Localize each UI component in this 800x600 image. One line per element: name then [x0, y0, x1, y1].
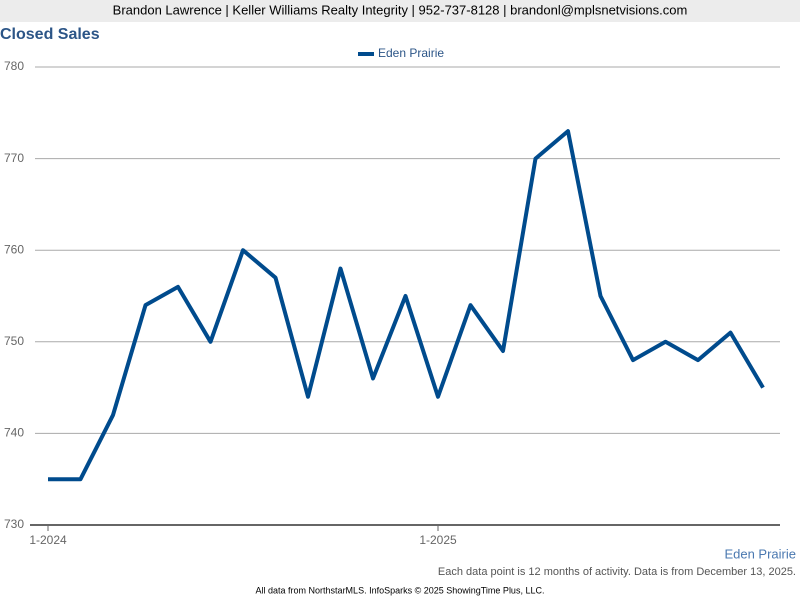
series-annotation: Eden Prairie — [724, 546, 796, 561]
header-text: Brandon Lawrence | Keller Williams Realt… — [113, 2, 688, 17]
chart-title: Closed Sales — [0, 26, 100, 43]
series-line — [48, 129, 765, 482]
y-tick-label: 760 — [4, 242, 24, 256]
x-tick-label: 1-2024 — [29, 533, 67, 547]
y-tick-label: 780 — [4, 59, 24, 73]
legend-label: Eden Prairie — [378, 46, 444, 60]
y-tick-label: 740 — [4, 426, 24, 440]
y-tick-label: 750 — [4, 334, 24, 348]
x-tick-label: 1-2025 — [419, 533, 457, 547]
footer: All data from NorthstarMLS. InfoSparks ©… — [256, 585, 545, 595]
note: Each data point is 12 months of activity… — [438, 566, 796, 578]
header-bar — [0, 0, 800, 22]
y-tick-label: 770 — [4, 151, 24, 165]
y-tick-label: 730 — [4, 517, 24, 531]
